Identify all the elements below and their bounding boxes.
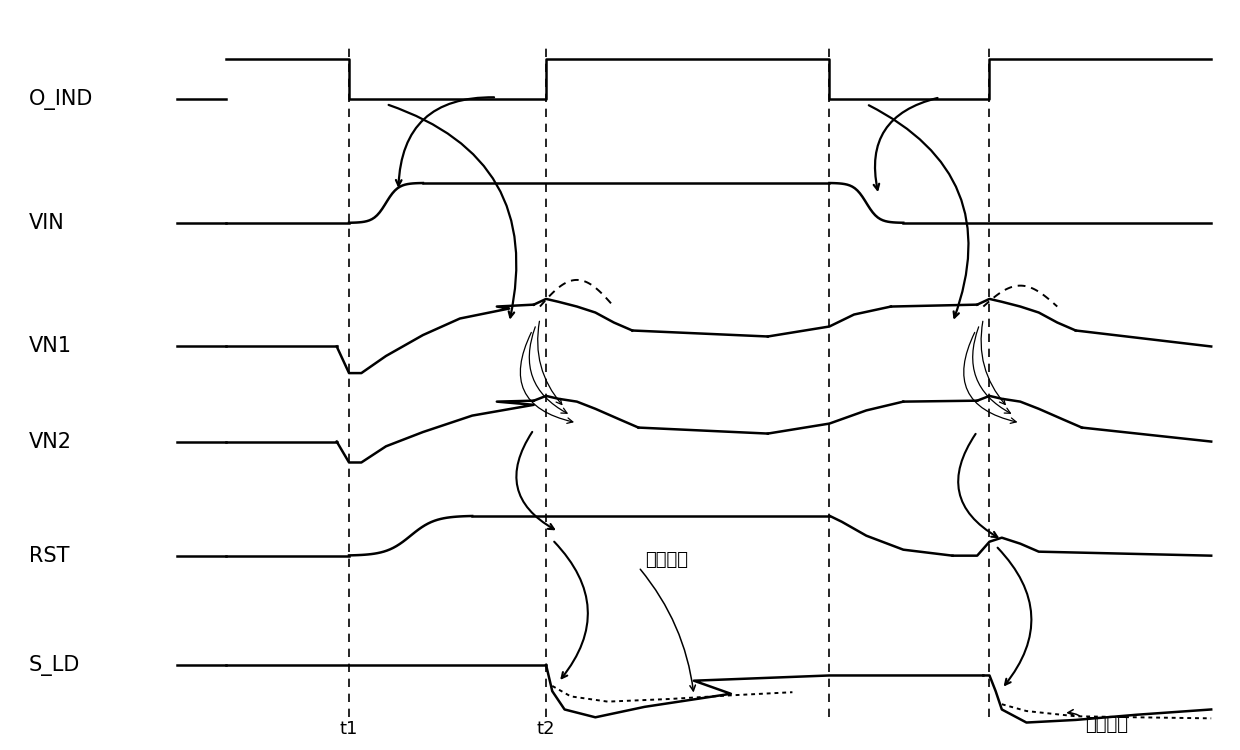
Text: t2: t2 bbox=[537, 720, 556, 738]
Text: RST: RST bbox=[29, 546, 69, 566]
Text: VIN: VIN bbox=[29, 213, 64, 232]
Text: t1: t1 bbox=[340, 720, 358, 738]
Text: VN2: VN2 bbox=[29, 431, 72, 451]
Text: 理想波形: 理想波形 bbox=[1085, 716, 1128, 734]
Text: VN1: VN1 bbox=[29, 337, 72, 356]
Text: O_IND: O_IND bbox=[29, 88, 93, 110]
Text: 理想波形: 理想波形 bbox=[645, 551, 688, 569]
Text: S_LD: S_LD bbox=[29, 655, 81, 676]
